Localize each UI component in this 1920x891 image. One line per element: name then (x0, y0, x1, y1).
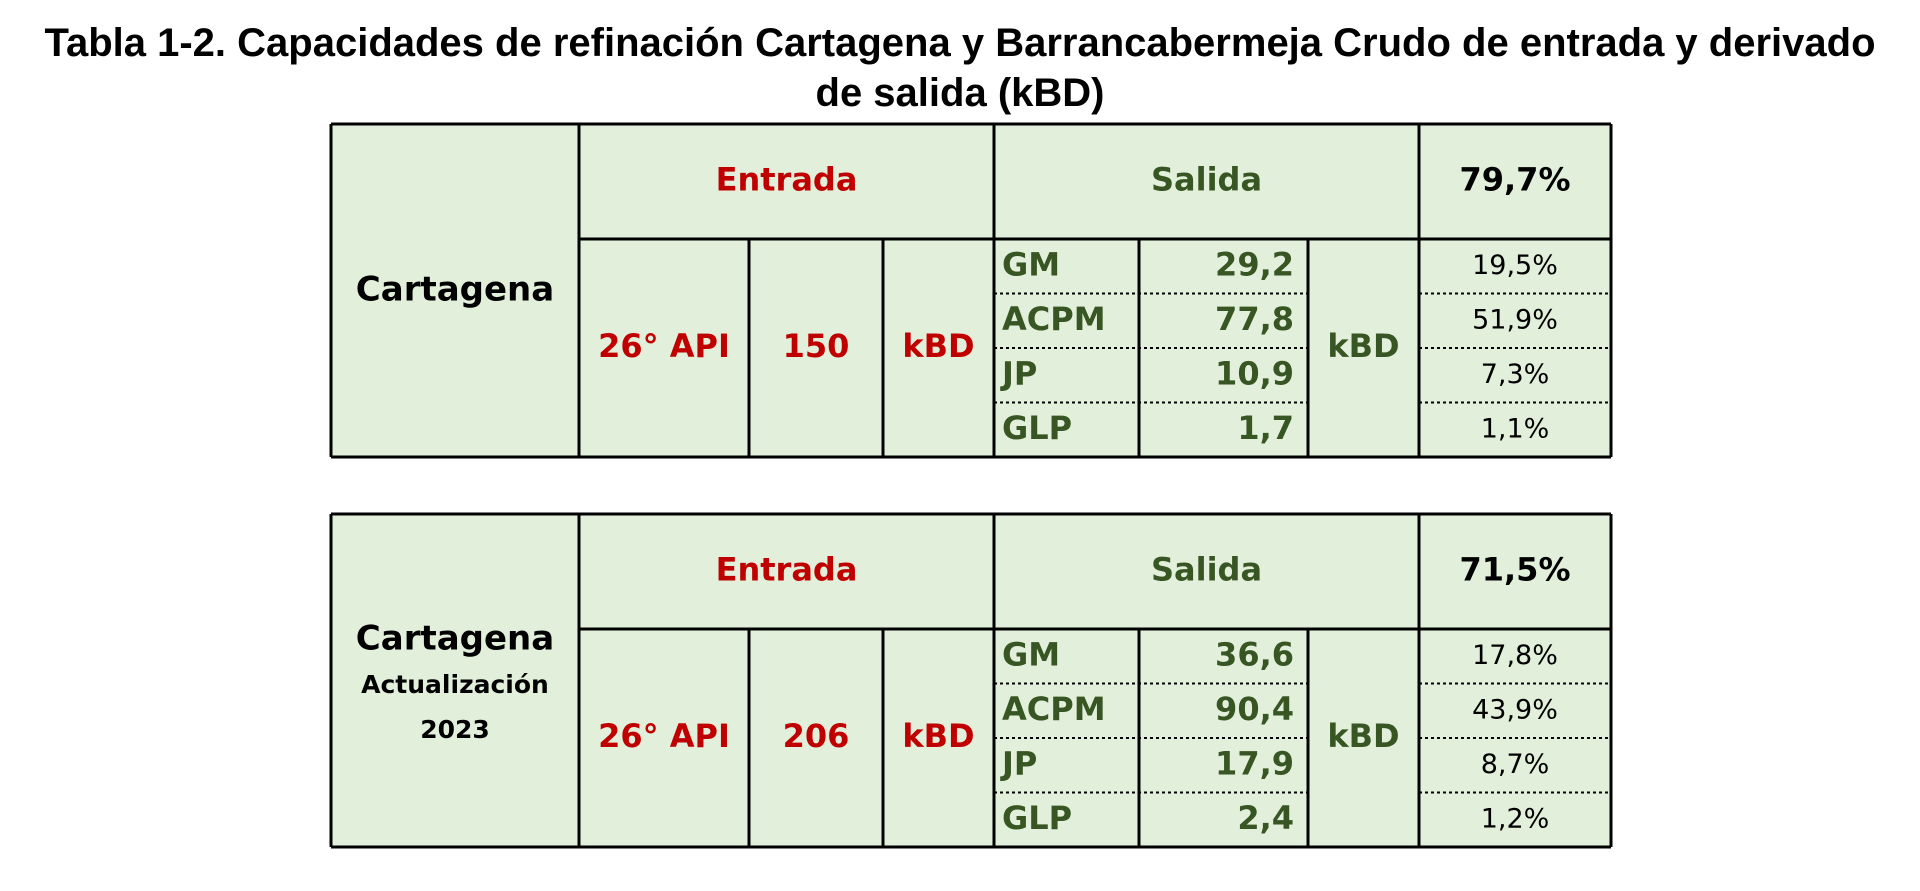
row-label: Cartagena (356, 619, 554, 659)
product-name: JP (1000, 354, 1037, 392)
row-label: Cartagena (356, 270, 554, 310)
total-share: 71,5% (1459, 551, 1570, 589)
product-share: 51,9% (1472, 304, 1558, 335)
table-bg (331, 514, 1611, 847)
crude: 26° API (598, 327, 730, 365)
capacity-unit: kBD (902, 717, 974, 755)
product-output: 1,7 (1237, 409, 1294, 447)
product-output: 77,8 (1215, 300, 1294, 338)
row-sublabel: 2023 (420, 715, 490, 744)
capacity-unit: kBD (902, 327, 974, 365)
product-output: 36,6 (1215, 635, 1294, 673)
total-share: 79,7% (1459, 161, 1570, 199)
product-name: ACPM (1002, 690, 1106, 728)
product-output: 90,4 (1215, 690, 1294, 728)
salida-header: Salida (1151, 161, 1262, 199)
product-output: 17,9 (1215, 744, 1294, 782)
product-name: GM (1002, 635, 1060, 673)
product-share: 43,9% (1472, 694, 1558, 725)
product-share: 17,8% (1472, 640, 1558, 671)
product-name: GLP (1002, 799, 1072, 837)
title: Tabla 1-2. Capacidades de refinación Car… (44, 21, 1876, 115)
capacity: 206 (783, 717, 850, 755)
product-name: GM (1002, 245, 1060, 283)
table-bg (331, 124, 1611, 457)
output-unit: kBD (1327, 717, 1399, 755)
entrada-header: Entrada (716, 551, 858, 589)
product-share: 7,3% (1481, 359, 1550, 390)
product-output: 29,2 (1215, 245, 1294, 283)
product-name: GLP (1002, 409, 1072, 447)
entrada-header: Entrada (716, 161, 858, 199)
product-output: 2,4 (1237, 799, 1294, 837)
product-name: JP (1000, 744, 1037, 782)
product-output: 10,9 (1215, 354, 1294, 392)
output-unit: kBD (1327, 327, 1399, 365)
crude: 26° API (598, 717, 730, 755)
row-sublabel: Actualización (361, 670, 549, 699)
product-share: 1,2% (1481, 803, 1550, 834)
salida-header: Salida (1151, 551, 1262, 589)
capacity: 150 (783, 327, 850, 365)
product-share: 8,7% (1481, 749, 1550, 780)
product-share: 19,5% (1472, 250, 1558, 281)
product-share: 1,1% (1481, 413, 1550, 444)
product-name: ACPM (1002, 300, 1106, 338)
